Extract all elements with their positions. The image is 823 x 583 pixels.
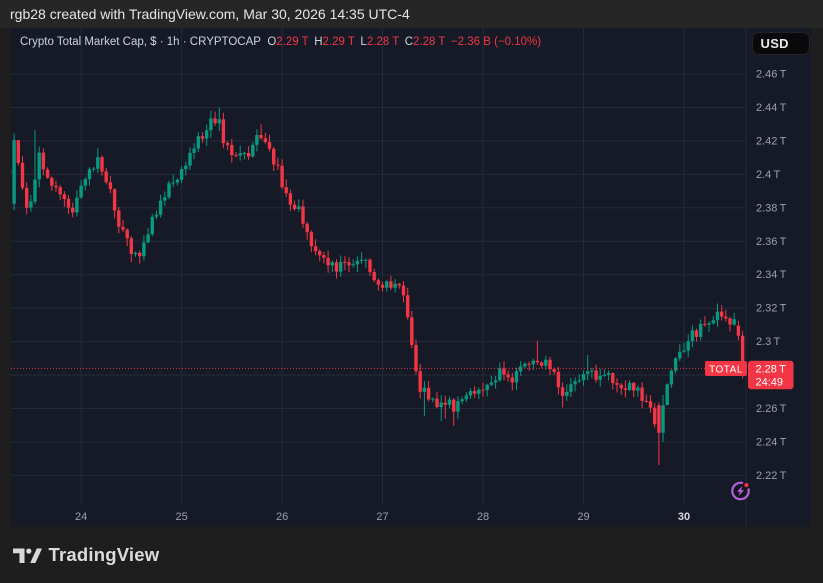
svg-text:28: 28 xyxy=(477,511,489,523)
svg-text:2.4 T: 2.4 T xyxy=(756,169,780,181)
svg-text:2.44 T: 2.44 T xyxy=(756,102,787,114)
svg-text:30: 30 xyxy=(678,511,690,523)
svg-text:25: 25 xyxy=(175,511,187,523)
svg-text:2.28 T: 2.28 T xyxy=(756,364,787,376)
svg-text:2.22 T: 2.22 T xyxy=(756,470,787,482)
svg-text:2.26 T: 2.26 T xyxy=(756,403,787,415)
svg-text:2.42 T: 2.42 T xyxy=(756,135,787,147)
svg-text:2.34 T: 2.34 T xyxy=(756,269,787,281)
svg-text:2.32 T: 2.32 T xyxy=(756,303,787,315)
svg-text:26: 26 xyxy=(276,511,288,523)
svg-text:TOTAL: TOTAL xyxy=(709,365,743,376)
svg-text:27: 27 xyxy=(376,511,388,523)
svg-text:2.36 T: 2.36 T xyxy=(756,236,787,248)
svg-text:2.46 T: 2.46 T xyxy=(756,69,787,81)
svg-text:2.24 T: 2.24 T xyxy=(756,437,787,449)
svg-text:2.3 T: 2.3 T xyxy=(756,336,780,348)
svg-text:2.38 T: 2.38 T xyxy=(756,202,787,214)
svg-text:24: 24 xyxy=(75,511,87,523)
svg-text:24:49: 24:49 xyxy=(756,377,784,389)
svg-text:29: 29 xyxy=(577,511,589,523)
